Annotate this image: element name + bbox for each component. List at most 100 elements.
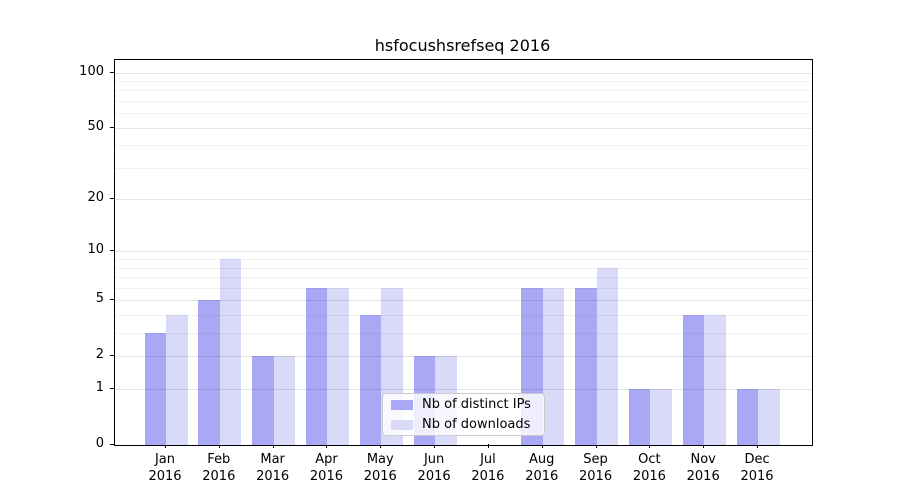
x-tick-label: Oct 2016 xyxy=(617,451,681,485)
gridline-minor xyxy=(115,113,812,115)
y-tick-label: 5 xyxy=(95,291,104,307)
legend-label-downloads: Nb of downloads xyxy=(422,417,531,432)
bar-downloads xyxy=(596,267,619,445)
x-tick-year: 2016 xyxy=(148,469,182,484)
legend-swatch-downloads xyxy=(391,419,413,430)
y-tick-label: 0 xyxy=(95,436,104,451)
y-tick-label: 2 xyxy=(95,347,104,363)
x-tick-mark xyxy=(165,444,166,448)
bar-distinct-ips xyxy=(252,356,274,445)
x-tick-mark xyxy=(218,444,220,448)
gridline-minor xyxy=(115,167,812,169)
x-tick-label: Feb 2016 xyxy=(187,451,251,485)
bar-distinct-ips xyxy=(575,287,597,445)
x-tick-year: 2016 xyxy=(256,469,290,484)
x-tick-label: Apr 2016 xyxy=(294,451,358,485)
y-tick-label: 50 xyxy=(87,118,104,134)
y-tick-mark xyxy=(110,444,114,445)
bar-distinct-ips xyxy=(628,389,651,445)
x-tick-year: 2016 xyxy=(579,469,613,484)
x-tick-year: 2016 xyxy=(471,469,505,484)
gridline-minor xyxy=(115,333,812,335)
x-tick-mark xyxy=(272,444,274,448)
x-tick-mark xyxy=(541,444,543,448)
y-tick-mark xyxy=(110,299,114,301)
legend-item-downloads: Nb of downloads xyxy=(388,417,537,432)
gridline-major xyxy=(115,300,812,302)
y-tick-mark xyxy=(110,71,114,73)
gridline-major xyxy=(115,199,812,201)
y-tick-mark xyxy=(110,250,114,252)
bar-distinct-ips xyxy=(359,315,382,445)
x-tick-label: Jul 2016 xyxy=(456,451,520,485)
y-tick-mark xyxy=(110,355,114,357)
x-tick-month: Apr xyxy=(315,452,338,467)
x-tick-month: Feb xyxy=(207,452,231,467)
gridline-minor xyxy=(115,145,812,147)
x-tick-mark xyxy=(757,444,759,448)
plot-area: Nb of distinct IPs Nb of downloads xyxy=(114,59,813,446)
chart-title: hsfocushsrefseq 2016 xyxy=(374,36,551,55)
x-tick-label: Jun 2016 xyxy=(402,451,466,485)
legend-label-distinct-ips: Nb of distinct IPs xyxy=(422,397,531,412)
gridline-major xyxy=(115,127,812,129)
x-tick-label: Nov 2016 xyxy=(671,451,735,485)
x-tick-month: Jun xyxy=(423,452,445,467)
x-tick-month: Jan xyxy=(154,452,176,467)
x-tick-year: 2016 xyxy=(309,469,343,484)
gridline-minor xyxy=(115,277,812,279)
x-tick-month: Jul xyxy=(480,452,496,467)
x-tick-year: 2016 xyxy=(632,469,666,484)
y-tick-label: 20 xyxy=(87,190,104,206)
x-tick-month: Nov xyxy=(690,452,716,467)
bar-distinct-ips xyxy=(682,315,705,445)
x-tick-year: 2016 xyxy=(417,469,451,484)
x-tick-label: Aug 2016 xyxy=(510,451,574,485)
bar-distinct-ips xyxy=(144,333,166,445)
gridline-minor xyxy=(115,90,812,92)
x-tick-mark xyxy=(380,444,382,448)
bar-downloads xyxy=(650,389,672,445)
x-tick-month: Dec xyxy=(744,452,770,467)
x-tick-mark xyxy=(703,444,705,448)
bar-downloads xyxy=(327,287,349,445)
bar-distinct-ips xyxy=(198,300,220,445)
bar-downloads xyxy=(219,259,242,445)
x-tick-label: Dec 2016 xyxy=(725,451,789,485)
x-tick-year: 2016 xyxy=(740,469,774,484)
gridline-major xyxy=(115,389,812,391)
x-tick-year: 2016 xyxy=(686,469,720,484)
x-tick-month: Oct xyxy=(638,452,661,467)
x-tick-month: Mar xyxy=(260,452,285,467)
x-tick-mark xyxy=(649,444,651,448)
x-tick-month: Aug xyxy=(529,452,555,467)
bar-distinct-ips xyxy=(305,287,328,445)
x-tick-label: Mar 2016 xyxy=(241,451,305,485)
gridline-minor xyxy=(115,315,812,317)
y-tick-mark xyxy=(110,198,114,200)
gridline-minor xyxy=(115,259,812,261)
x-tick-mark xyxy=(326,444,328,448)
x-tick-label: Jan 2016 xyxy=(133,451,197,485)
bar-downloads xyxy=(542,287,565,445)
bar-downloads xyxy=(166,315,188,445)
y-tick-mark xyxy=(110,388,114,390)
y-tick-mark xyxy=(110,126,114,128)
y-tick-label: 10 xyxy=(87,242,104,258)
gridline-minor xyxy=(115,100,812,102)
bar-downloads xyxy=(758,389,780,445)
bar-downloads xyxy=(273,356,296,445)
gridline-major xyxy=(115,72,812,74)
x-tick-month: May xyxy=(366,452,394,467)
x-tick-month: Sep xyxy=(583,452,608,467)
x-tick-year: 2016 xyxy=(525,469,559,484)
y-tick-label: 100 xyxy=(79,63,104,79)
gridline-minor xyxy=(115,267,812,269)
x-tick-mark xyxy=(487,444,489,448)
gridline-minor xyxy=(115,287,812,289)
x-tick-label: Sep 2016 xyxy=(564,451,628,485)
bar-downloads xyxy=(704,315,726,445)
grid-layer xyxy=(115,60,812,445)
x-tick-mark xyxy=(595,444,597,448)
gridline-minor xyxy=(115,80,812,82)
